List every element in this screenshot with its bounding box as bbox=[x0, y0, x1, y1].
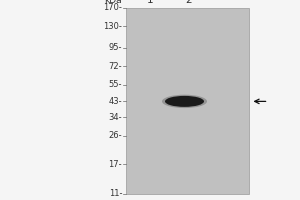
Text: 11-: 11- bbox=[109, 190, 122, 198]
Bar bbox=[126, 8, 249, 194]
Text: 26-: 26- bbox=[109, 131, 122, 140]
Text: 34-: 34- bbox=[109, 113, 122, 122]
Text: 130-: 130- bbox=[103, 22, 122, 31]
Text: 72-: 72- bbox=[109, 62, 122, 71]
Ellipse shape bbox=[162, 95, 207, 108]
Text: 55-: 55- bbox=[109, 80, 122, 89]
Text: 95-: 95- bbox=[109, 43, 122, 52]
Text: kDa: kDa bbox=[104, 0, 122, 5]
Text: 43-: 43- bbox=[109, 97, 122, 106]
Ellipse shape bbox=[165, 96, 204, 107]
Text: 2: 2 bbox=[186, 0, 192, 5]
Text: 170-: 170- bbox=[103, 3, 122, 12]
Text: 1: 1 bbox=[147, 0, 153, 5]
Text: 17-: 17- bbox=[109, 160, 122, 169]
